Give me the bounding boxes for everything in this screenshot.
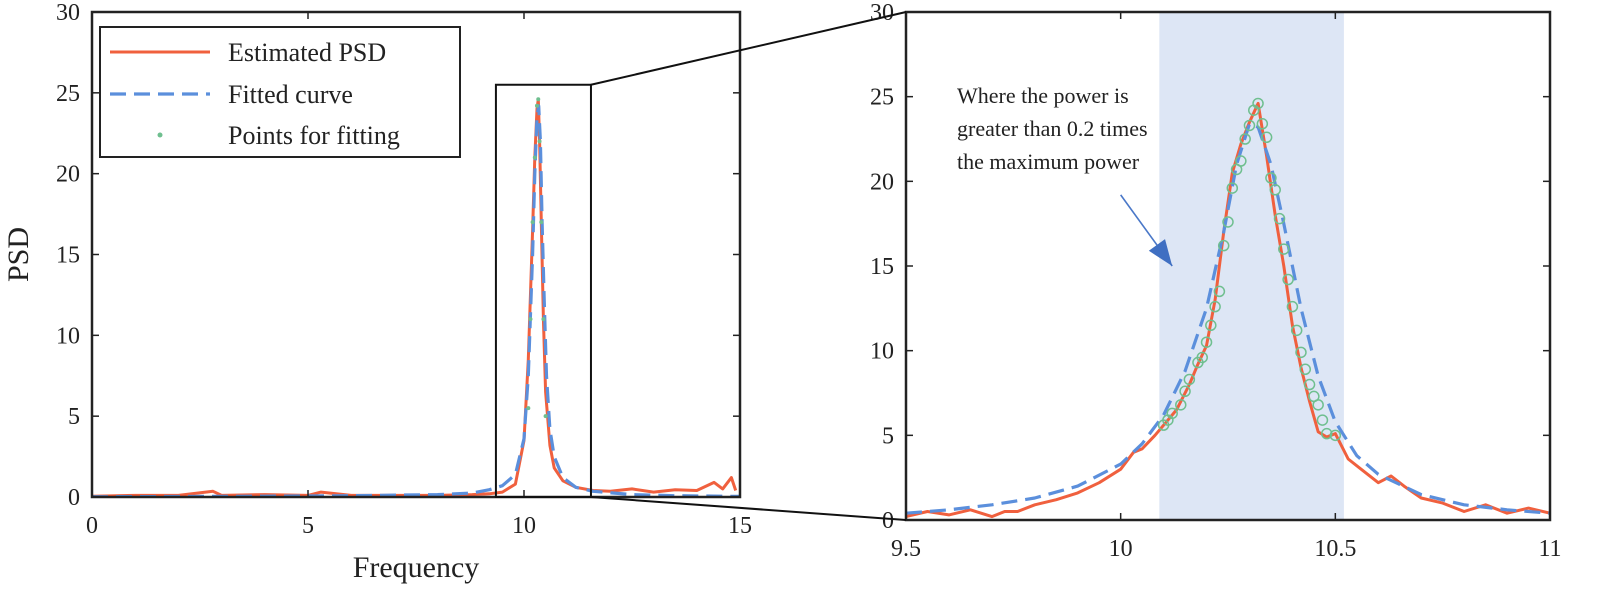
zoom-box <box>494 83 592 498</box>
x-tick-label: 10 <box>512 513 536 539</box>
fit-point <box>1205 319 1217 332</box>
y-tick-label: 20 <box>870 169 894 195</box>
legend-label: Points for fitting <box>228 121 400 150</box>
y-tick-label: 15 <box>56 243 80 269</box>
fit-point <box>1299 363 1312 376</box>
chart-2: 9.5 10 10.5 11 0 5 10 15 20 25 30 Where the power i… <box>870 0 1562 562</box>
fit-point <box>1278 243 1290 255</box>
y-tick-label: 15 <box>870 254 894 280</box>
x-tick-label: 9.5 <box>891 536 921 562</box>
x-axis-label: Frequency <box>353 551 480 584</box>
fit-point <box>1320 427 1333 440</box>
x-tick-label: 10 <box>1109 536 1133 562</box>
fit-point <box>1282 273 1294 286</box>
fit-point <box>526 406 531 411</box>
fit-point <box>1312 399 1324 411</box>
annotation-arrow-head <box>1148 239 1173 266</box>
fit-point <box>1286 300 1299 313</box>
series-line-estimated-psd <box>906 101 1550 519</box>
fit-point <box>1183 373 1196 386</box>
y-tick-label: 5 <box>882 423 894 449</box>
zoom-connector-top <box>590 11 907 86</box>
y-tick-label: 0 <box>68 485 80 511</box>
fit-point <box>1269 184 1281 196</box>
annotation-line: the maximum power <box>957 149 1140 174</box>
series-line-fitted-curve <box>92 104 740 497</box>
fit-point <box>1252 97 1264 110</box>
legend: Estimated PSD Fitted curve Points for fitt… <box>99 26 461 158</box>
fit-point <box>1213 285 1226 298</box>
fit-point <box>532 155 537 160</box>
plot-area <box>906 97 1550 519</box>
legend-swatch-marker <box>157 132 163 138</box>
y-tick-label: 10 <box>56 323 80 349</box>
x-tick-label: 15 <box>728 513 752 539</box>
fit-point <box>1166 407 1178 420</box>
fit-point <box>1175 399 1187 411</box>
fit-point <box>537 139 542 144</box>
x-tick-label: 10.5 <box>1314 536 1356 562</box>
y-tick-label: 20 <box>56 162 80 188</box>
y-tick-label: 10 <box>870 339 894 365</box>
fit-point <box>1295 346 1307 359</box>
fit-point <box>1329 429 1342 442</box>
legend-label: Fitted curve <box>228 80 353 109</box>
fit-point <box>1290 324 1303 337</box>
fit-point <box>530 220 535 225</box>
series-line-fitted-curve <box>906 122 1550 515</box>
fit-point <box>1200 336 1213 348</box>
fit-point <box>1256 118 1269 130</box>
fit-point <box>541 317 546 322</box>
chart-1: 0 5 10 15 0 5 10 15 20 25 30 Frequency PSD Estimated … <box>2 0 752 584</box>
y-tick-label: 0 <box>882 508 894 534</box>
series-line-estimated-psd <box>92 97 738 497</box>
fit-point <box>536 97 541 102</box>
legend-label: Estimated PSD <box>228 38 386 67</box>
highlight-region <box>1159 12 1344 520</box>
fit-point <box>539 220 544 225</box>
y-tick-label: 30 <box>870 0 894 26</box>
fit-point <box>1209 300 1221 313</box>
fit-point <box>1235 155 1247 167</box>
fit-point <box>1303 378 1316 391</box>
fit-point <box>543 414 548 419</box>
annotation: Where the power is greater than 0.2 times… <box>957 83 1173 267</box>
fit-point <box>1265 172 1277 184</box>
annotation-line: Where the power is <box>957 83 1129 108</box>
y-tick-label: 30 <box>56 0 80 26</box>
y-tick-label: 5 <box>68 404 80 430</box>
fit-point <box>1196 351 1208 364</box>
x-tick-label: 11 <box>1538 536 1561 562</box>
fit-point <box>1316 414 1329 426</box>
plot-area <box>92 97 740 497</box>
fit-point <box>1243 119 1256 132</box>
x-tick-label: 0 <box>86 513 98 539</box>
y-tick-label: 25 <box>870 85 894 111</box>
y-axis-label: PSD <box>2 227 35 282</box>
fit-point <box>1179 385 1191 398</box>
zoom-connector-bottom <box>590 496 907 521</box>
y-tick-label: 25 <box>56 81 80 107</box>
fit-point <box>1217 239 1230 252</box>
fit-point <box>1273 212 1286 225</box>
fit-point <box>1239 133 1251 145</box>
fit-point <box>528 317 533 322</box>
fit-point <box>1222 216 1234 228</box>
annotation-line: greater than 0.2 times <box>957 116 1148 141</box>
fit-point <box>534 103 539 108</box>
fit-point <box>1260 131 1273 144</box>
x-tick-label: 5 <box>302 513 314 539</box>
fit-point <box>1226 182 1239 194</box>
